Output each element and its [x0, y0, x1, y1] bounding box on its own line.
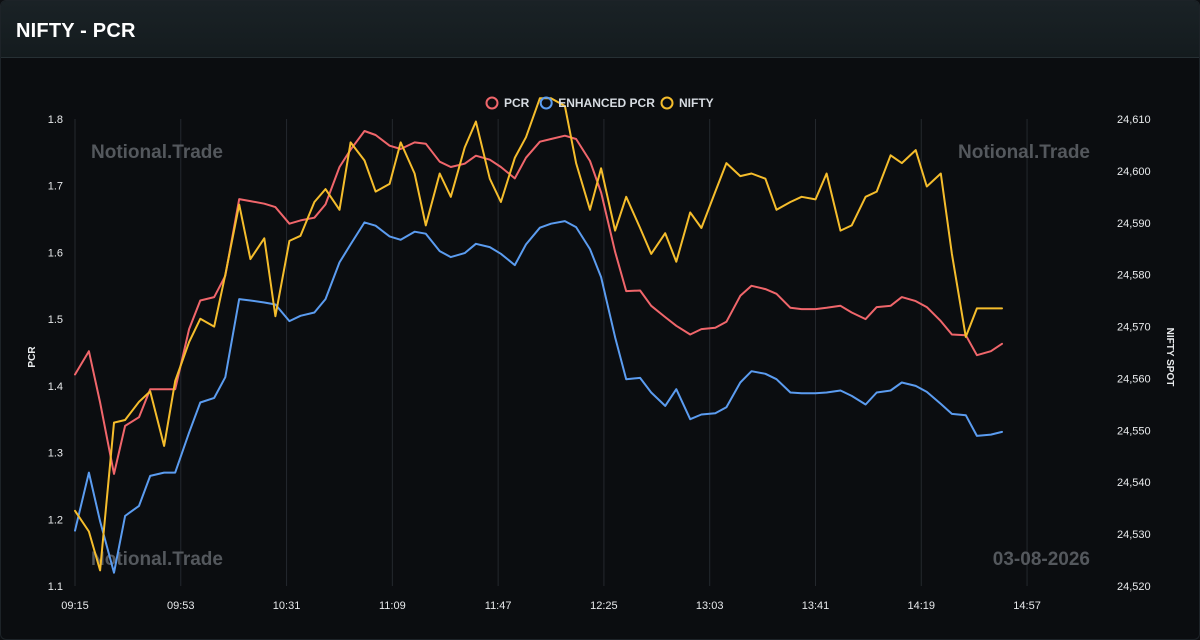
left-axis-ticks: 1.1 1.2 1.3 1.4 1.5 1.6 1.7 1.8 [48, 114, 63, 593]
right-tick-label: 24,580 [1117, 270, 1151, 282]
watermark-brand-top-right: Notional.Trade [958, 142, 1090, 163]
legend-label: NIFTY [679, 96, 714, 110]
series-line-nifty [74, 97, 1003, 572]
legend-item-enhanced-pcr[interactable]: ENHANCED PCR [539, 96, 656, 110]
legend-item-pcr[interactable]: PCR [485, 96, 530, 110]
legend-label: PCR [504, 96, 530, 110]
right-tick-label: 24,600 [1117, 166, 1151, 178]
watermarks: Notional.Trade Notional.Trade Notional.T… [91, 142, 1090, 570]
series-line-pcr [74, 130, 1003, 475]
watermark-brand-top-left: Notional.Trade [91, 142, 223, 163]
left-tick-label: 1.8 [48, 114, 63, 126]
x-tick-label: 13:41 [802, 600, 830, 612]
left-tick-label: 1.5 [48, 314, 63, 326]
left-axis-title: PCR [27, 346, 38, 368]
x-tick-label: 12:25 [590, 600, 618, 612]
right-tick-label: 24,610 [1117, 114, 1151, 126]
x-tick-label: 11:09 [379, 600, 406, 612]
right-axis-ticks: 24,520 24,530 24,540 24,550 24,560 24,570 24,5… [1117, 114, 1151, 593]
watermark-brand-bottom-left: Notional.Trade [91, 549, 223, 570]
legend-label: ENHANCED PCR [558, 96, 655, 110]
pcr-line-chart: Notional.Trade Notional.Trade Notional.T… [27, 96, 1175, 612]
right-tick-label: 24,590 [1117, 218, 1151, 230]
left-tick-label: 1.2 [48, 514, 63, 526]
x-tick-label: 10:31 [273, 600, 301, 612]
grid-lines [74, 119, 1028, 586]
right-tick-label: 24,520 [1117, 581, 1151, 593]
legend-marker-icon [485, 96, 499, 110]
right-axis-title: NIFTY SPOT [1164, 328, 1175, 387]
x-axis-ticks: 09:15 09:53 10:31 11:09 11:47 12:25 13:03 13:41… [61, 600, 1041, 612]
left-tick-label: 1.1 [48, 581, 63, 593]
right-tick-label: 24,550 [1117, 425, 1151, 437]
left-tick-label: 1.4 [48, 381, 63, 393]
left-tick-label: 1.7 [48, 181, 63, 193]
x-tick-label: 09:53 [167, 600, 195, 612]
chart-legend[interactable]: PCR ENHANCED PCR NIFTY [485, 96, 714, 110]
right-tick-label: 24,540 [1117, 477, 1151, 489]
series-line-enhanced-pcr [74, 220, 1003, 574]
legend-marker-icon [660, 96, 674, 110]
panel-title: NIFTY - PCR [16, 20, 136, 42]
right-tick-label: 24,560 [1117, 373, 1151, 385]
x-tick-label: 09:15 [61, 600, 89, 612]
x-tick-label: 13:03 [696, 600, 724, 612]
left-tick-label: 1.3 [48, 448, 63, 460]
right-tick-label: 24,570 [1117, 322, 1151, 334]
left-tick-label: 1.6 [48, 247, 63, 259]
legend-marker-icon [539, 96, 553, 110]
right-tick-label: 24,530 [1117, 529, 1151, 541]
watermark-date: 03-08-2026 [993, 549, 1090, 570]
x-tick-label: 14:57 [1013, 600, 1041, 612]
x-tick-label: 11:47 [485, 600, 512, 612]
legend-item-nifty[interactable]: NIFTY [660, 96, 714, 110]
series-lines [74, 97, 1003, 574]
panel-header: NIFTY - PCR [1, 1, 1199, 58]
x-tick-label: 14:19 [908, 600, 936, 612]
